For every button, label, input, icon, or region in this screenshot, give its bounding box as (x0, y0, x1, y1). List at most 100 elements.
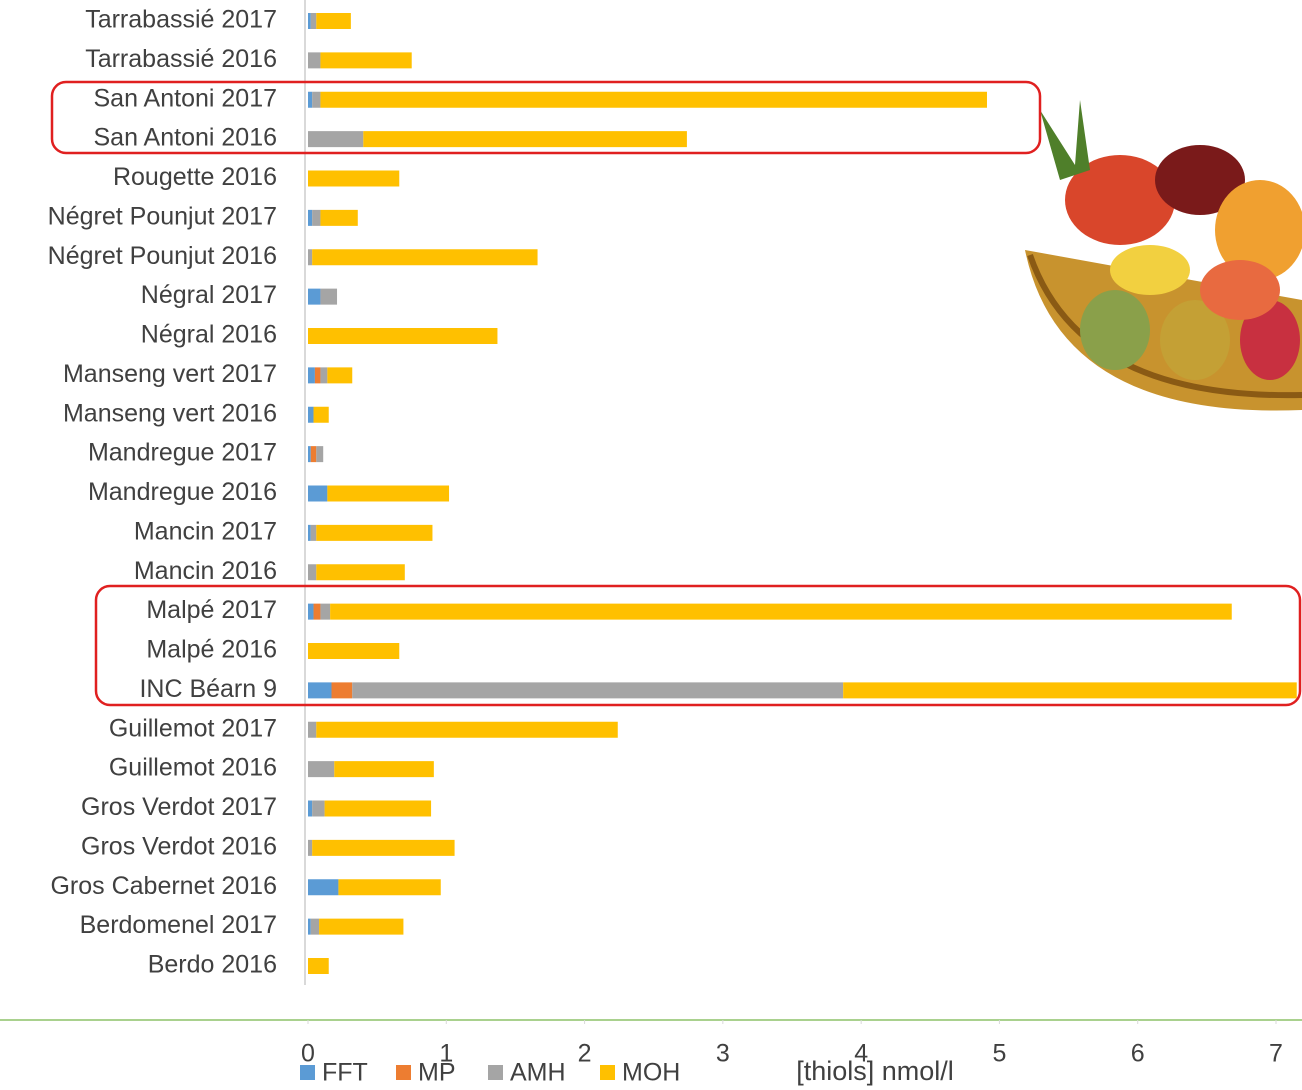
bar-segment (308, 131, 364, 148)
bar-segment (319, 918, 404, 935)
bar-segment (308, 485, 328, 502)
y-tick-label: Berdo 2016 (148, 951, 277, 979)
fruit-basket (1025, 100, 1302, 411)
y-tick-label: Négret Pounjut 2017 (48, 202, 277, 230)
bar-segment (316, 13, 351, 29)
bar-segment (310, 918, 320, 935)
legend-swatch (600, 1065, 615, 1080)
bar-segment (308, 958, 329, 974)
bar-segment (320, 52, 412, 69)
bar-segment (316, 721, 618, 738)
legend-label: AMH (510, 1059, 566, 1087)
bar-segment (308, 879, 339, 896)
bar-segment (312, 91, 321, 108)
legend-swatch (300, 1065, 315, 1080)
bar-segment (308, 209, 313, 226)
bar-segment (334, 761, 434, 778)
y-tick-label: Tarrabassié 2016 (85, 45, 277, 73)
bar-segment (308, 918, 311, 935)
bar-segment (308, 328, 498, 344)
bar-segment (320, 603, 331, 620)
y-tick-label: Gros Cabernet 2016 (50, 872, 277, 900)
legend-label: FFT (322, 1059, 368, 1087)
y-tick-label: Gros Verdot 2016 (81, 832, 277, 860)
bar-segment (308, 721, 317, 738)
x-tick-label: 7 (1269, 1040, 1283, 1068)
fruit (1215, 180, 1302, 280)
y-tick-label: Mancin 2016 (134, 557, 277, 585)
bar-segment (308, 91, 313, 108)
bar-segment (843, 682, 1297, 699)
bar-segment (308, 170, 400, 187)
y-tick-label: Berdomenel 2017 (80, 911, 277, 939)
bar-segment (308, 564, 317, 581)
bar-segment (313, 406, 329, 423)
y-tick-label: Négret Pounjut 2016 (48, 242, 277, 270)
bar-segment (308, 524, 311, 541)
y-tick-label: Tarrabassié 2017 (85, 6, 277, 34)
bar-segment (308, 13, 311, 29)
y-tick-label: San Antoni 2017 (94, 84, 278, 112)
legend-swatch (488, 1065, 503, 1080)
bar-segment (314, 367, 321, 384)
legend-label: MP (418, 1059, 456, 1087)
bar-segment (327, 485, 450, 502)
y-tick-label: Mandregue 2016 (88, 478, 277, 506)
y-tick-label: Manseng vert 2017 (63, 360, 277, 388)
fruit (1065, 155, 1175, 245)
x-axis-title: [thiols] nmol/l (796, 1056, 954, 1086)
bar-segment (313, 603, 321, 620)
bar-segment (316, 564, 405, 581)
bar-segment (308, 367, 315, 384)
bar-segment (312, 249, 538, 266)
bar-segment (352, 682, 844, 699)
plot-area: 0 1 2 3 4 5 6 7 Tarrabassié 2017 Tarrabassié 2016… (48, 6, 1297, 1068)
bar-segment (312, 839, 455, 856)
bar-segment (320, 367, 328, 384)
bar-segment (320, 209, 358, 226)
bar-segment (308, 52, 321, 69)
y-tick-label: Mancin 2017 (134, 517, 277, 545)
y-tick-label: Négral 2017 (141, 281, 277, 309)
y-tick-label: Négral 2016 (141, 321, 277, 349)
bar-segment (338, 879, 441, 896)
y-tick-label: Rougette 2016 (113, 163, 277, 191)
highlight-box (50, 80, 1042, 155)
bar-segment (310, 446, 317, 463)
x-tick-label: 2 (578, 1040, 592, 1068)
bar-segment (316, 446, 324, 463)
legend-swatch (396, 1065, 411, 1080)
bar-segment (363, 131, 687, 148)
y-tick-label: Guillemot 2016 (109, 754, 277, 782)
y-tick-label: Guillemot 2017 (109, 714, 277, 742)
legend-label: MOH (622, 1059, 680, 1087)
y-tick-label: San Antoni 2016 (94, 124, 278, 152)
bar-segment (308, 406, 314, 423)
bar-segment (310, 524, 317, 541)
bar-segment (308, 603, 314, 620)
y-tick-label: Gros Verdot 2017 (81, 793, 277, 821)
bar-segment (330, 603, 1232, 620)
y-tick-label: Malpé 2017 (146, 596, 277, 624)
fruit (1080, 290, 1150, 370)
fruit (1240, 300, 1300, 380)
fruit (1200, 260, 1280, 320)
y-tick-label: Malpé 2016 (146, 636, 277, 664)
bar-segment (308, 288, 321, 305)
bar-segment (308, 839, 313, 856)
fruit (1110, 245, 1190, 295)
bar-segment (316, 524, 433, 541)
bar-segment (308, 682, 332, 699)
fruit (1155, 145, 1245, 215)
x-tick-label: 5 (992, 1040, 1006, 1068)
y-tick-label: INC Béarn 9 (139, 675, 277, 703)
y-tick-label: Mandregue 2017 (88, 439, 277, 467)
x-tick-label: 6 (1131, 1040, 1145, 1068)
bar-segment (308, 800, 313, 817)
bar-segment (324, 800, 432, 817)
x-tick-label: 4 (854, 1040, 868, 1068)
bar-segment (331, 682, 353, 699)
y-tick-label: Manseng vert 2016 (63, 399, 277, 427)
bar-segment (308, 249, 313, 266)
